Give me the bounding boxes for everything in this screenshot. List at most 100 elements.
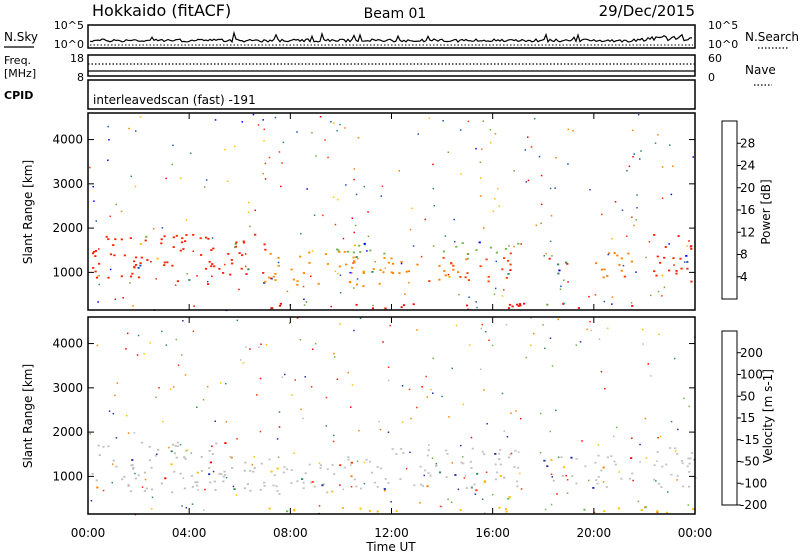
colorbar-tick-label: -100 <box>740 476 767 490</box>
noise-cell <box>95 220 97 222</box>
noise-cell <box>428 117 431 119</box>
data-cell <box>382 271 385 274</box>
noise-cell <box>350 464 352 466</box>
data-cell <box>139 264 142 267</box>
data-cell <box>672 257 675 260</box>
data-cell <box>224 474 227 476</box>
data-cell <box>457 271 460 273</box>
data-cell <box>438 265 441 267</box>
noise-cell <box>644 417 647 420</box>
noise-cell <box>324 139 326 141</box>
data-cell <box>222 475 225 478</box>
data-cell <box>270 470 273 473</box>
noise-cell <box>203 509 205 511</box>
data-cell <box>438 471 442 474</box>
data-cell <box>464 276 467 279</box>
noise-cell <box>358 429 360 432</box>
noise-cell <box>545 252 547 255</box>
data-cell <box>215 442 218 445</box>
data-cell <box>399 478 402 480</box>
data-cell <box>506 259 510 262</box>
data-cell <box>163 235 166 238</box>
data-cell <box>241 254 244 257</box>
data-cell <box>102 445 105 448</box>
data-cell <box>496 471 499 474</box>
noise-cell <box>635 271 637 273</box>
data-cell <box>485 258 488 261</box>
data-cell <box>689 245 692 248</box>
noise-cell <box>540 222 542 225</box>
noise-cell <box>355 193 358 196</box>
data-cell <box>656 510 659 512</box>
data-cell <box>565 261 568 264</box>
noise-cell <box>238 288 240 291</box>
data-cell <box>429 474 432 477</box>
data-cell <box>120 238 123 241</box>
noise-cell <box>401 385 404 387</box>
noise-cell <box>244 265 247 268</box>
noise-cell <box>130 175 132 178</box>
data-cell <box>196 481 199 483</box>
noise-cell <box>90 500 93 502</box>
noise-cell <box>161 330 163 333</box>
noise-cell <box>530 146 533 148</box>
data-cell <box>224 442 227 444</box>
noise-cell <box>630 302 633 304</box>
noise-cell <box>189 152 192 154</box>
noise-cell <box>327 156 329 159</box>
data-cell <box>154 454 157 457</box>
noise-cell <box>636 194 638 196</box>
data-cell <box>602 276 605 279</box>
data-cell <box>338 265 341 268</box>
data-cell <box>107 238 110 241</box>
noise-cell <box>247 211 250 214</box>
data-cell <box>262 272 265 274</box>
y-tick-label: 3000 <box>52 381 83 395</box>
data-cell <box>171 491 174 494</box>
noise-cell <box>567 281 569 283</box>
data-cell <box>613 252 616 254</box>
noise-cell <box>262 172 264 175</box>
noise-cell <box>539 451 542 454</box>
data-cell <box>427 449 430 452</box>
noise-cell <box>494 133 497 135</box>
noise-cell <box>559 288 562 290</box>
noise-cell <box>345 184 347 186</box>
data-cell <box>384 478 387 480</box>
noise-cell <box>315 155 317 157</box>
data-cell <box>123 254 126 257</box>
data-cell <box>264 280 267 283</box>
data-cell <box>227 253 230 255</box>
data-cell <box>424 469 427 472</box>
noise-cell <box>435 464 438 467</box>
data-cell <box>322 483 325 486</box>
data-cell <box>336 248 339 251</box>
noise-cell <box>288 322 291 324</box>
noise-cell <box>111 481 113 484</box>
noise-cell <box>632 479 634 482</box>
noise-cell <box>692 156 694 158</box>
noise-cell <box>632 156 634 158</box>
noise-cell <box>155 278 157 280</box>
noise-cell <box>125 348 127 350</box>
y-tick-label: 3000 <box>52 177 83 191</box>
noise-cell <box>129 282 131 284</box>
noise-cell <box>485 471 488 473</box>
noise-cell <box>351 384 354 386</box>
data-cell <box>448 276 451 278</box>
data-cell <box>137 276 141 279</box>
noise-cell <box>525 356 527 359</box>
noise-cell <box>126 414 128 417</box>
noise-cell <box>611 303 613 305</box>
noise-cell <box>538 155 541 158</box>
data-cell <box>308 463 311 466</box>
noise-cell <box>293 452 295 454</box>
noise-cell <box>89 433 91 435</box>
noise-cell <box>265 344 268 346</box>
noise-cell <box>115 203 117 206</box>
noise-cell <box>613 435 615 438</box>
data-cell <box>355 485 358 488</box>
noise-cell <box>410 417 412 420</box>
data-cell <box>179 249 182 252</box>
velocity-colorbar-label: Velocity [m s-1] <box>761 369 775 463</box>
